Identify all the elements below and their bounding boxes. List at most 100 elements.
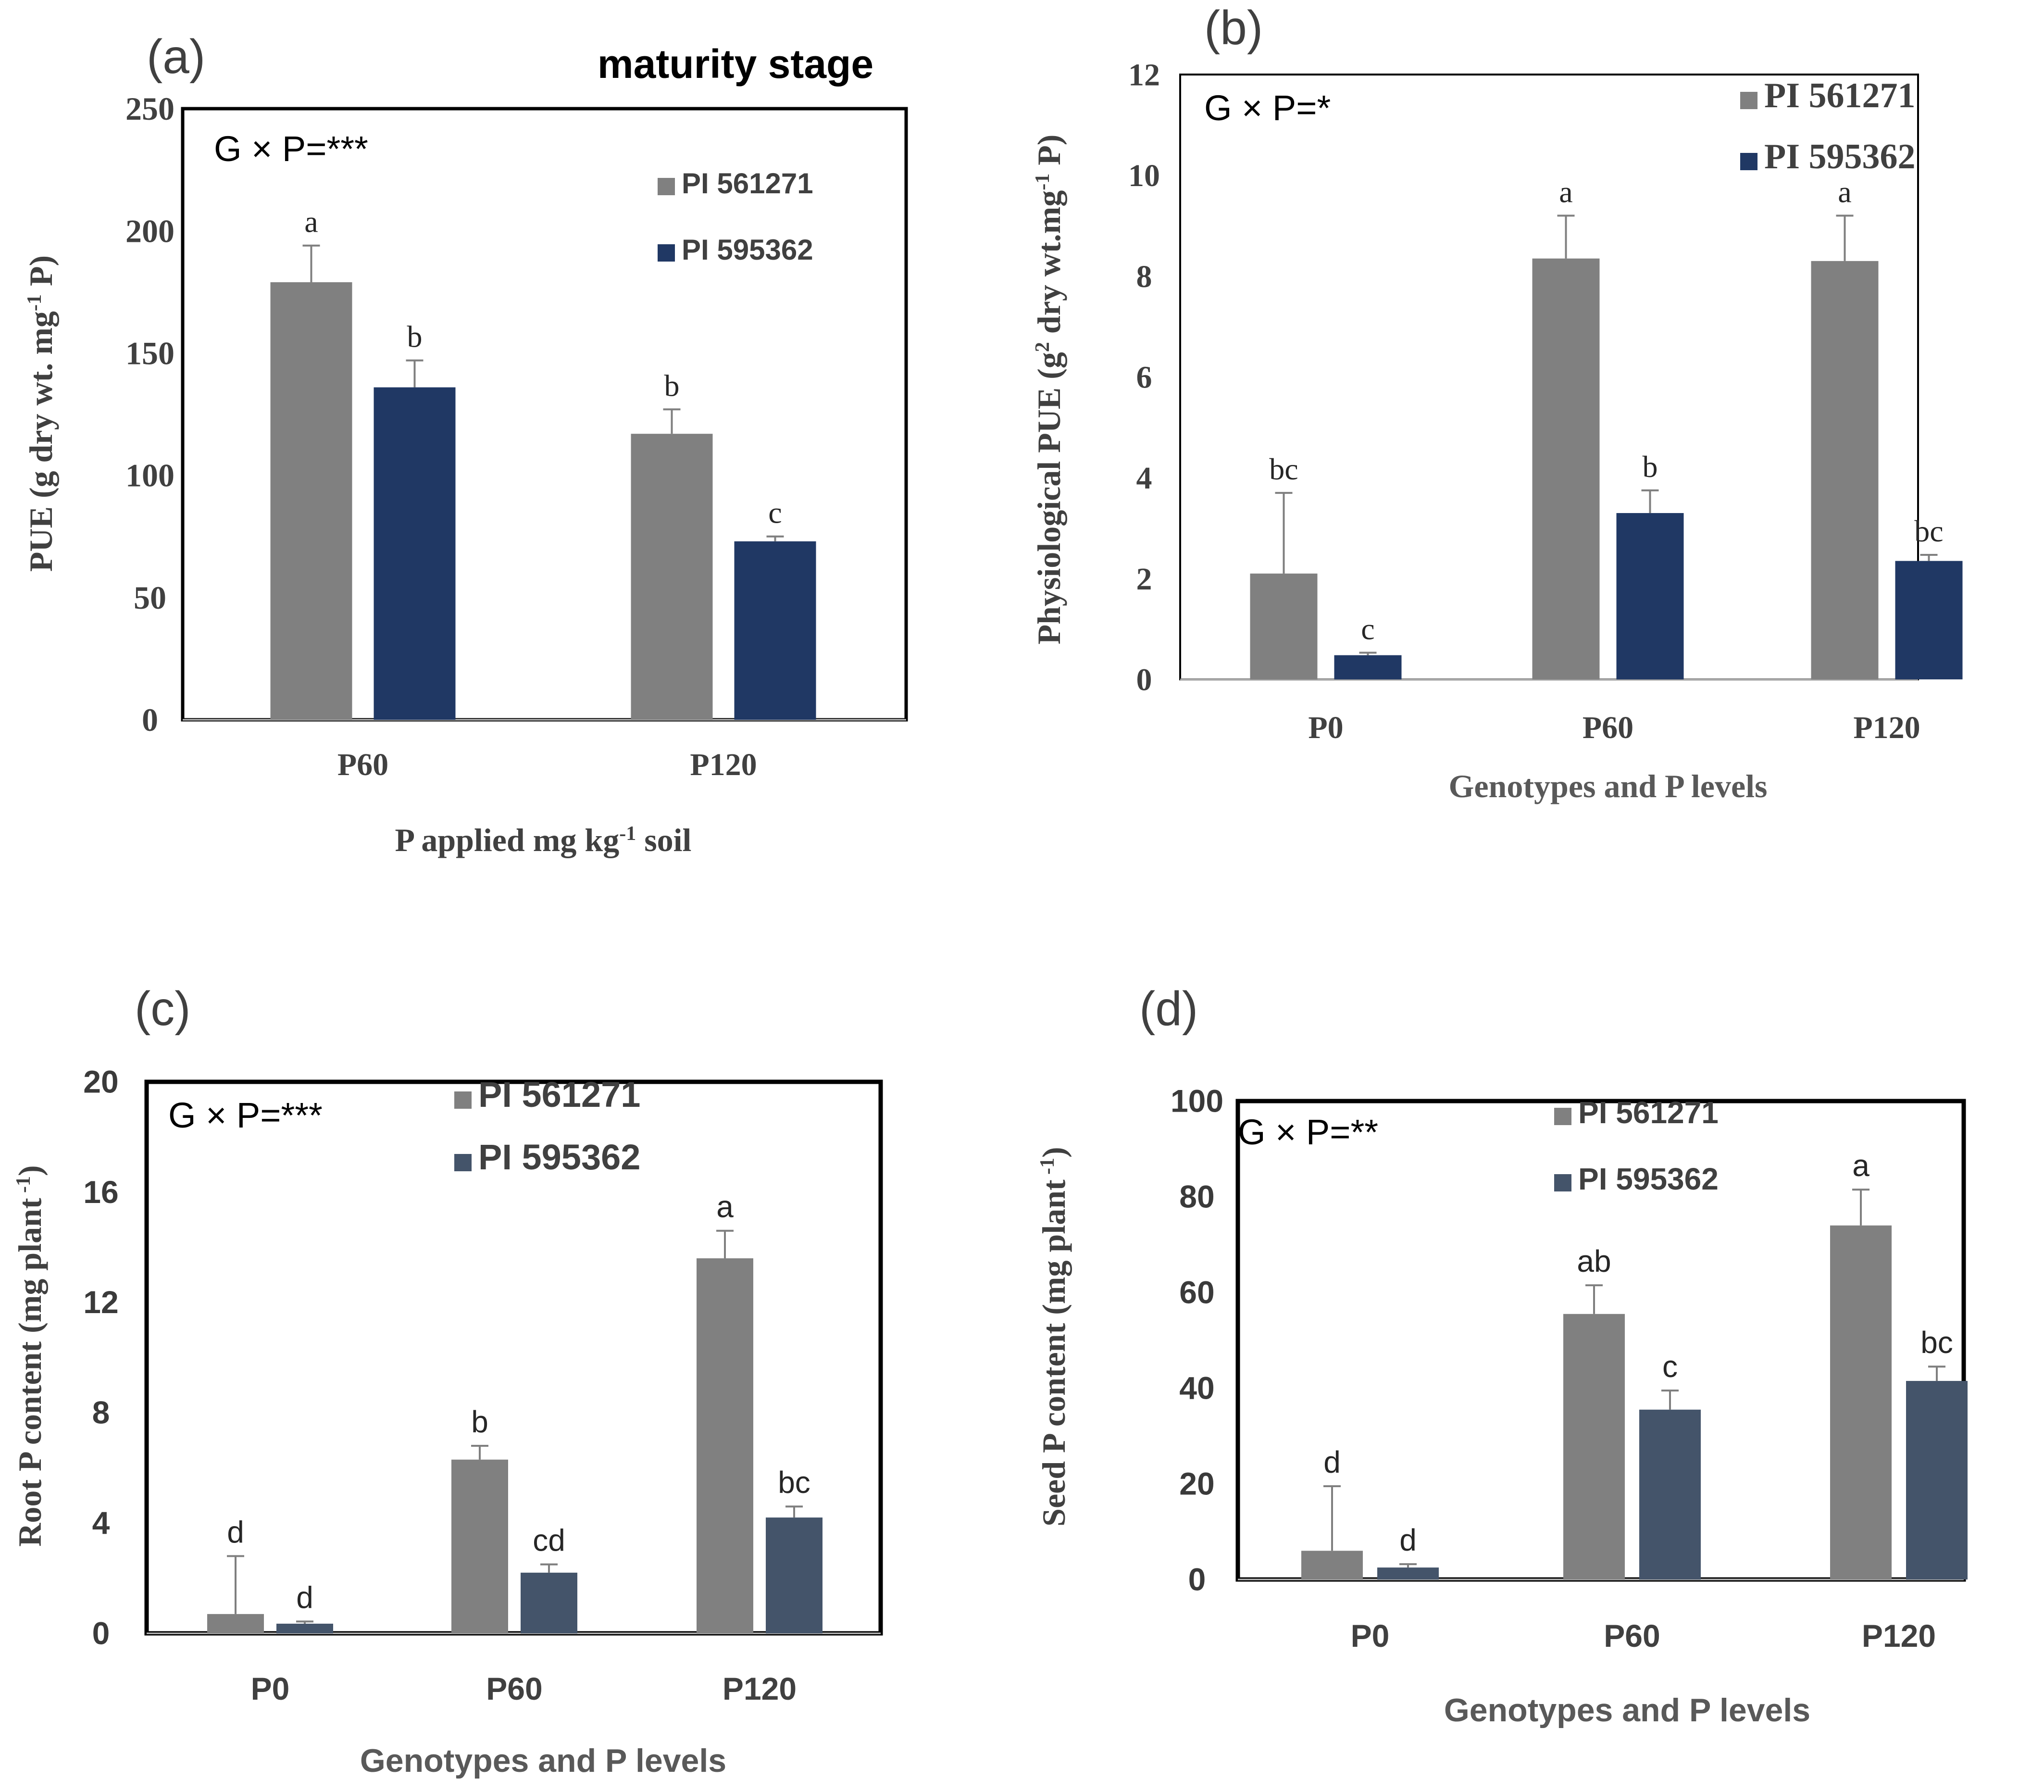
y-tick-label: 4	[92, 1505, 110, 1541]
y-axis-label: PUE (g dry wt. mg-1 P)	[23, 255, 59, 572]
x-tick-label-p60: P60	[1583, 710, 1633, 745]
x-axis-label: Genotypes and P levels	[360, 1742, 726, 1779]
axis-label-superscript: -1	[1032, 174, 1054, 190]
y-axis-label: Seed P content (mg plant -1)	[1035, 1147, 1072, 1527]
legend-label: PI 561271	[1764, 76, 1916, 115]
panel-label: (b)	[1204, 1, 1263, 55]
axis-label-superscript: -1	[24, 294, 46, 311]
bar-pi-595362-p120	[1895, 561, 1963, 679]
axis-label-superscript: -1	[12, 1176, 35, 1198]
y-tick-label: 250	[125, 90, 174, 127]
panel-label: (c)	[135, 982, 191, 1036]
legend-label: PI 595362	[1764, 137, 1916, 176]
significance-letter: a	[1852, 1148, 1870, 1183]
y-tick-label: 100	[1171, 1083, 1223, 1118]
bar-pi-595362-p60	[1616, 513, 1684, 679]
x-tick-label-p60: P60	[486, 1671, 542, 1706]
y-tick-label: 150	[125, 335, 174, 372]
bar-pi-561271-p60	[270, 282, 352, 720]
legend-swatch	[1740, 153, 1757, 170]
y-tick-label: 40	[1179, 1370, 1214, 1405]
axis-label-part: )	[12, 1165, 48, 1176]
axis-label-part: Root P content (mg plant	[12, 1198, 48, 1547]
bar-pi-561271-p60	[451, 1459, 508, 1633]
legend-swatch	[1740, 92, 1757, 109]
legend-swatch	[454, 1091, 472, 1109]
y-tick-label: 8	[1136, 259, 1152, 294]
bar-pi-561271-p0	[207, 1614, 264, 1633]
significance-letter: b	[407, 320, 423, 354]
axis-label-part: P applied mg kg	[395, 822, 620, 858]
bar-pi-561271-p60	[1532, 258, 1600, 679]
bar-pi-561271-p120	[631, 434, 713, 720]
significance-letter: a	[716, 1190, 734, 1224]
bar-pi-595362-p0	[276, 1623, 333, 1633]
y-axis-label: Root P content (mg plant -1)	[12, 1165, 48, 1546]
y-axis-label: Physiological PUE (g2 dry wt.mg-1 P)	[1031, 135, 1067, 645]
panel-b: 0 2 4 6 8 10 12 bc c P0 a b P60 a bc P120 PI 561271 PI 59…	[1031, 1, 1963, 804]
significance-letter: c	[768, 496, 782, 530]
y-tick-label: 0	[92, 1615, 110, 1651]
significance-letter: a	[304, 205, 318, 239]
axis-label-superscript: -1	[619, 823, 636, 845]
bar-pi-595362-p0	[1334, 655, 1402, 679]
panel-label: (a)	[147, 30, 205, 84]
bar-pi-595362-p120	[1906, 1381, 1968, 1579]
interaction-annotation: G × P=***	[168, 1095, 323, 1135]
axis-label-part: dry wt.mg	[1031, 190, 1067, 342]
chart-title: maturity stage	[598, 41, 873, 87]
bar-pi-595362-p0	[1377, 1567, 1439, 1579]
significance-letter: d	[1399, 1523, 1417, 1557]
legend-label: PI 595362	[682, 234, 813, 266]
significance-letter: bc	[1914, 514, 1943, 548]
significance-letter: d	[227, 1515, 244, 1549]
x-tick-label-p120: P120	[690, 747, 757, 782]
legend-label: PI 595362	[478, 1137, 640, 1177]
x-tick-label-p0: P0	[251, 1671, 290, 1706]
significance-letter: b	[1643, 450, 1658, 484]
axis-label-superscript: 2	[1032, 342, 1054, 352]
y-tick-label: 60	[1179, 1274, 1214, 1310]
interaction-annotation: G × P=***	[214, 129, 368, 169]
legend-swatch	[1554, 1108, 1571, 1125]
y-tick-label: 100	[125, 457, 174, 494]
y-tick-label: 20	[83, 1064, 118, 1099]
bar-pi-595362-p120	[766, 1517, 823, 1633]
x-axis-label: Genotypes and P levels	[1444, 1692, 1810, 1729]
x-tick-label-p0: P0	[1351, 1618, 1390, 1654]
panel-c: 0 4 8 12 16 20 d d P0 b cd P60 a bc P120 PI 561271 PI 59…	[12, 982, 883, 1779]
legend-swatch	[1554, 1174, 1571, 1191]
axis-label-part: P)	[1031, 135, 1067, 174]
legend-swatch	[454, 1154, 472, 1171]
axis-label-part: soil	[636, 822, 691, 858]
legend-label: PI 561271	[1578, 1095, 1719, 1130]
legend-swatch	[658, 244, 675, 262]
significance-letter: c	[1662, 1349, 1678, 1384]
y-tick-label: 8	[92, 1395, 110, 1430]
x-tick-label-p60: P60	[337, 747, 388, 782]
significance-letter: d	[296, 1580, 313, 1615]
x-tick-label-p120: P120	[723, 1671, 797, 1706]
bar-pi-561271-p0	[1250, 573, 1318, 679]
legend-label: PI 561271	[478, 1075, 640, 1115]
bar-pi-561271-p120	[1830, 1225, 1892, 1579]
x-axis-label: Genotypes and P levels	[1448, 768, 1767, 804]
bar-pi-561271-p120	[1811, 261, 1879, 679]
y-tick-label: 12	[83, 1284, 118, 1320]
y-tick-label: 50	[134, 579, 166, 616]
panel-a: 0 50 100 150 200 250 a b P60 b c P120 PI 561271 PI 59…	[23, 30, 908, 858]
bar-pi-595362-p120	[734, 541, 816, 720]
panel-label: (d)	[1139, 982, 1198, 1036]
significance-letter: d	[1323, 1445, 1341, 1479]
bar-pi-561271-p120	[697, 1258, 753, 1633]
bar-pi-595362-p60	[374, 387, 456, 720]
significance-letter: ab	[1577, 1244, 1611, 1278]
x-axis-label: P applied mg kg-1 soil	[395, 822, 692, 858]
y-tick-label: 0	[1136, 662, 1152, 697]
axis-label-part: PUE (g dry wt. mg	[23, 311, 59, 572]
y-tick-label: 200	[125, 213, 174, 249]
x-tick-label-p60: P60	[1604, 1618, 1660, 1654]
significance-letter: cd	[533, 1523, 565, 1558]
